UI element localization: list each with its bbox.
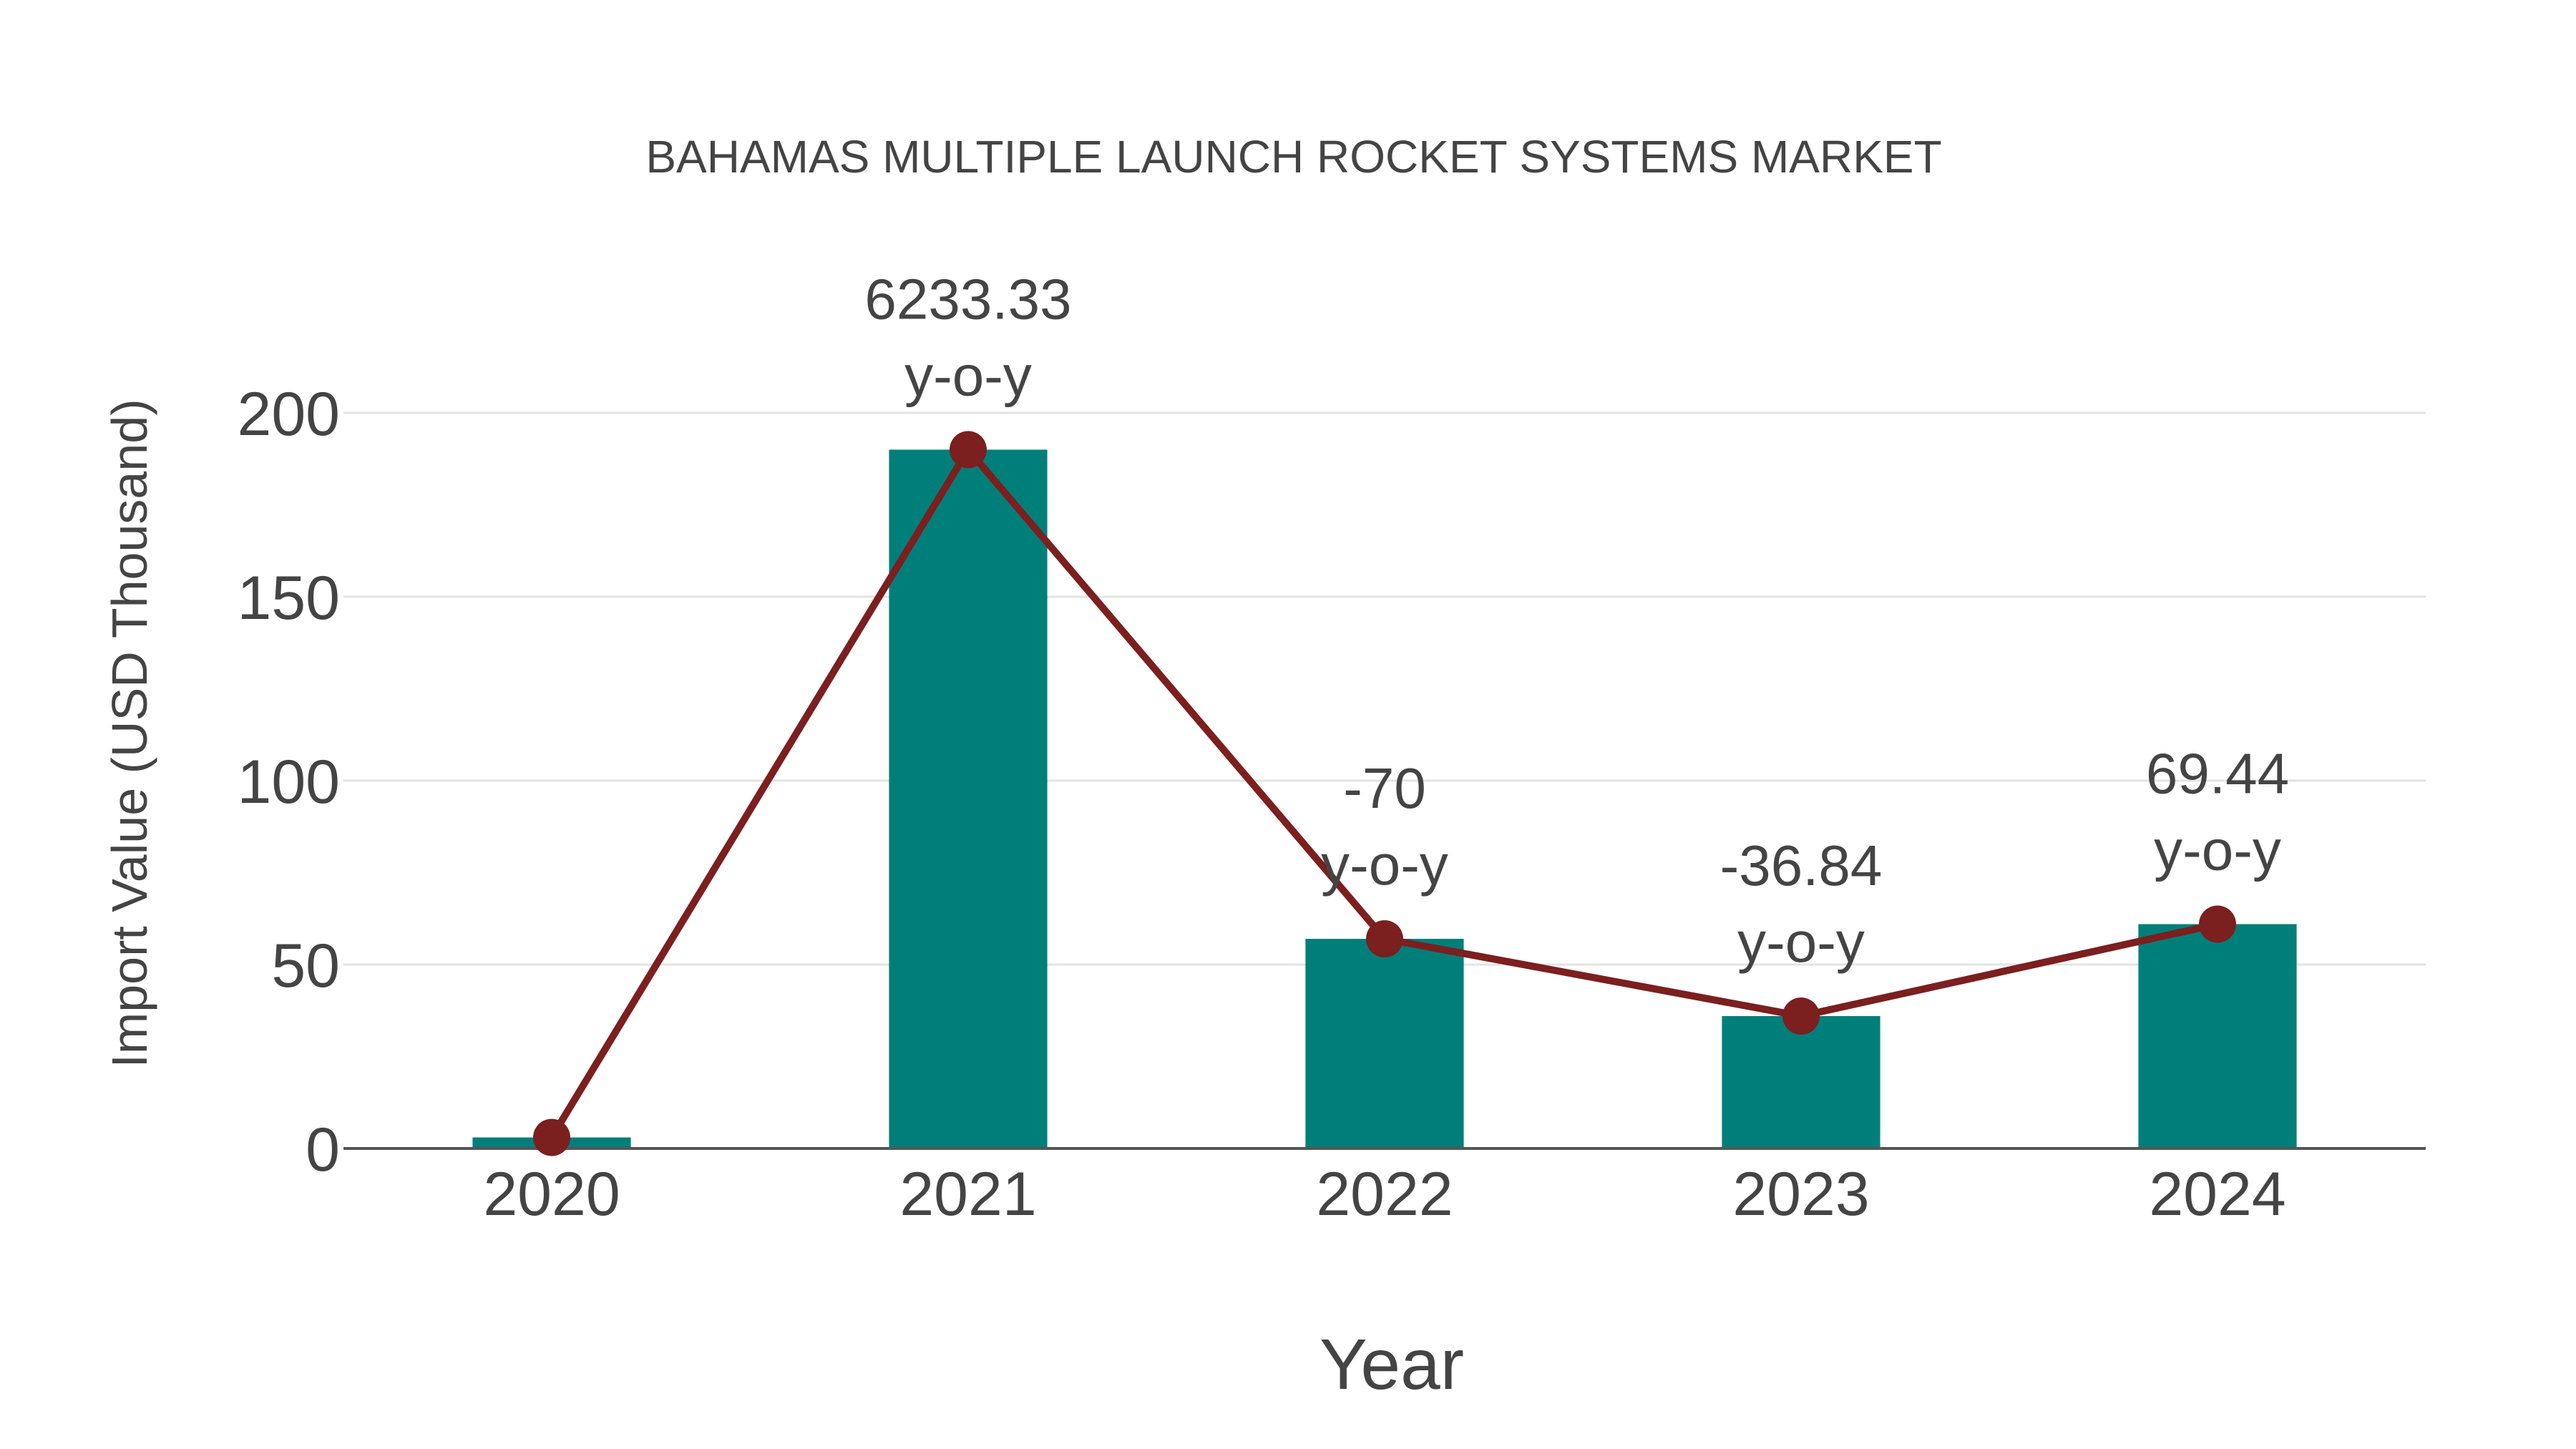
bar-series — [472, 449, 2297, 1148]
yoy-annotations: 6233.33 y-o-y -70 y-o-y -36.84 y-o-y 69.44 y-o-… — [864, 267, 2289, 974]
marker-2021 — [950, 431, 987, 469]
yoy-value: -36.84 — [1720, 834, 1883, 897]
x-axis-title: Year — [1319, 1324, 1464, 1405]
bar-2021 — [889, 449, 1048, 1148]
bar-2022 — [1305, 939, 1464, 1148]
x-axis-ticks: 2020 2021 2022 2023 2024 — [483, 1160, 2285, 1229]
bar-2024 — [2138, 924, 2297, 1148]
x-tick-label: 2022 — [1316, 1160, 1453, 1229]
yoy-annotation-2024: 69.44 y-o-y — [2146, 741, 2289, 882]
yoy-annotation-2023: -36.84 y-o-y — [1720, 834, 1883, 974]
chart-title: BAHAMAS MULTIPLE LAUNCH ROCKET SYSTEMS M… — [645, 131, 1941, 182]
marker-2020 — [533, 1118, 570, 1156]
yoy-annotation-2022: -70 y-o-y — [1321, 756, 1448, 897]
y-tick-label: 50 — [271, 932, 340, 1000]
marker-2023 — [1782, 997, 1820, 1035]
x-tick-label: 2023 — [1732, 1160, 1869, 1229]
yoy-suffix: y-o-y — [1737, 910, 1865, 974]
y-tick-label: 150 — [238, 564, 341, 633]
yoy-suffix: y-o-y — [1321, 833, 1448, 897]
y-axis-title: Import Value (USD Thousand) — [102, 399, 157, 1068]
yoy-annotation-2021: 6233.33 y-o-y — [864, 267, 1071, 407]
line-series — [533, 431, 2236, 1156]
y-tick-label: 100 — [238, 748, 341, 816]
yoy-suffix: y-o-y — [2154, 818, 2281, 882]
x-tick-label: 2020 — [483, 1160, 620, 1229]
marker-2022 — [1366, 920, 1403, 958]
x-tick-label: 2024 — [2149, 1160, 2285, 1229]
yoy-value: 69.44 — [2146, 741, 2289, 805]
x-tick-label: 2021 — [899, 1160, 1036, 1229]
bar-2023 — [1722, 1015, 1880, 1148]
y-tick-label: 0 — [306, 1116, 340, 1184]
marker-2024 — [2199, 905, 2236, 943]
yoy-value: 6233.33 — [864, 267, 1071, 331]
yoy-value: -70 — [1343, 756, 1426, 820]
y-axis-ticks: 0 50 100 150 200 — [238, 380, 341, 1184]
y-tick-label: 200 — [238, 380, 341, 449]
yoy-suffix: y-o-y — [904, 343, 1032, 407]
